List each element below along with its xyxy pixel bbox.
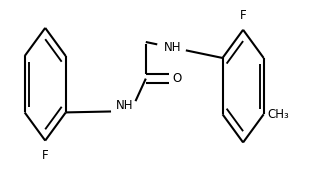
- Text: F: F: [240, 9, 246, 22]
- Text: CH₃: CH₃: [267, 108, 289, 121]
- Text: NH: NH: [116, 99, 133, 112]
- Text: NH: NH: [164, 41, 182, 54]
- Text: F: F: [42, 149, 49, 162]
- Text: O: O: [172, 72, 182, 85]
